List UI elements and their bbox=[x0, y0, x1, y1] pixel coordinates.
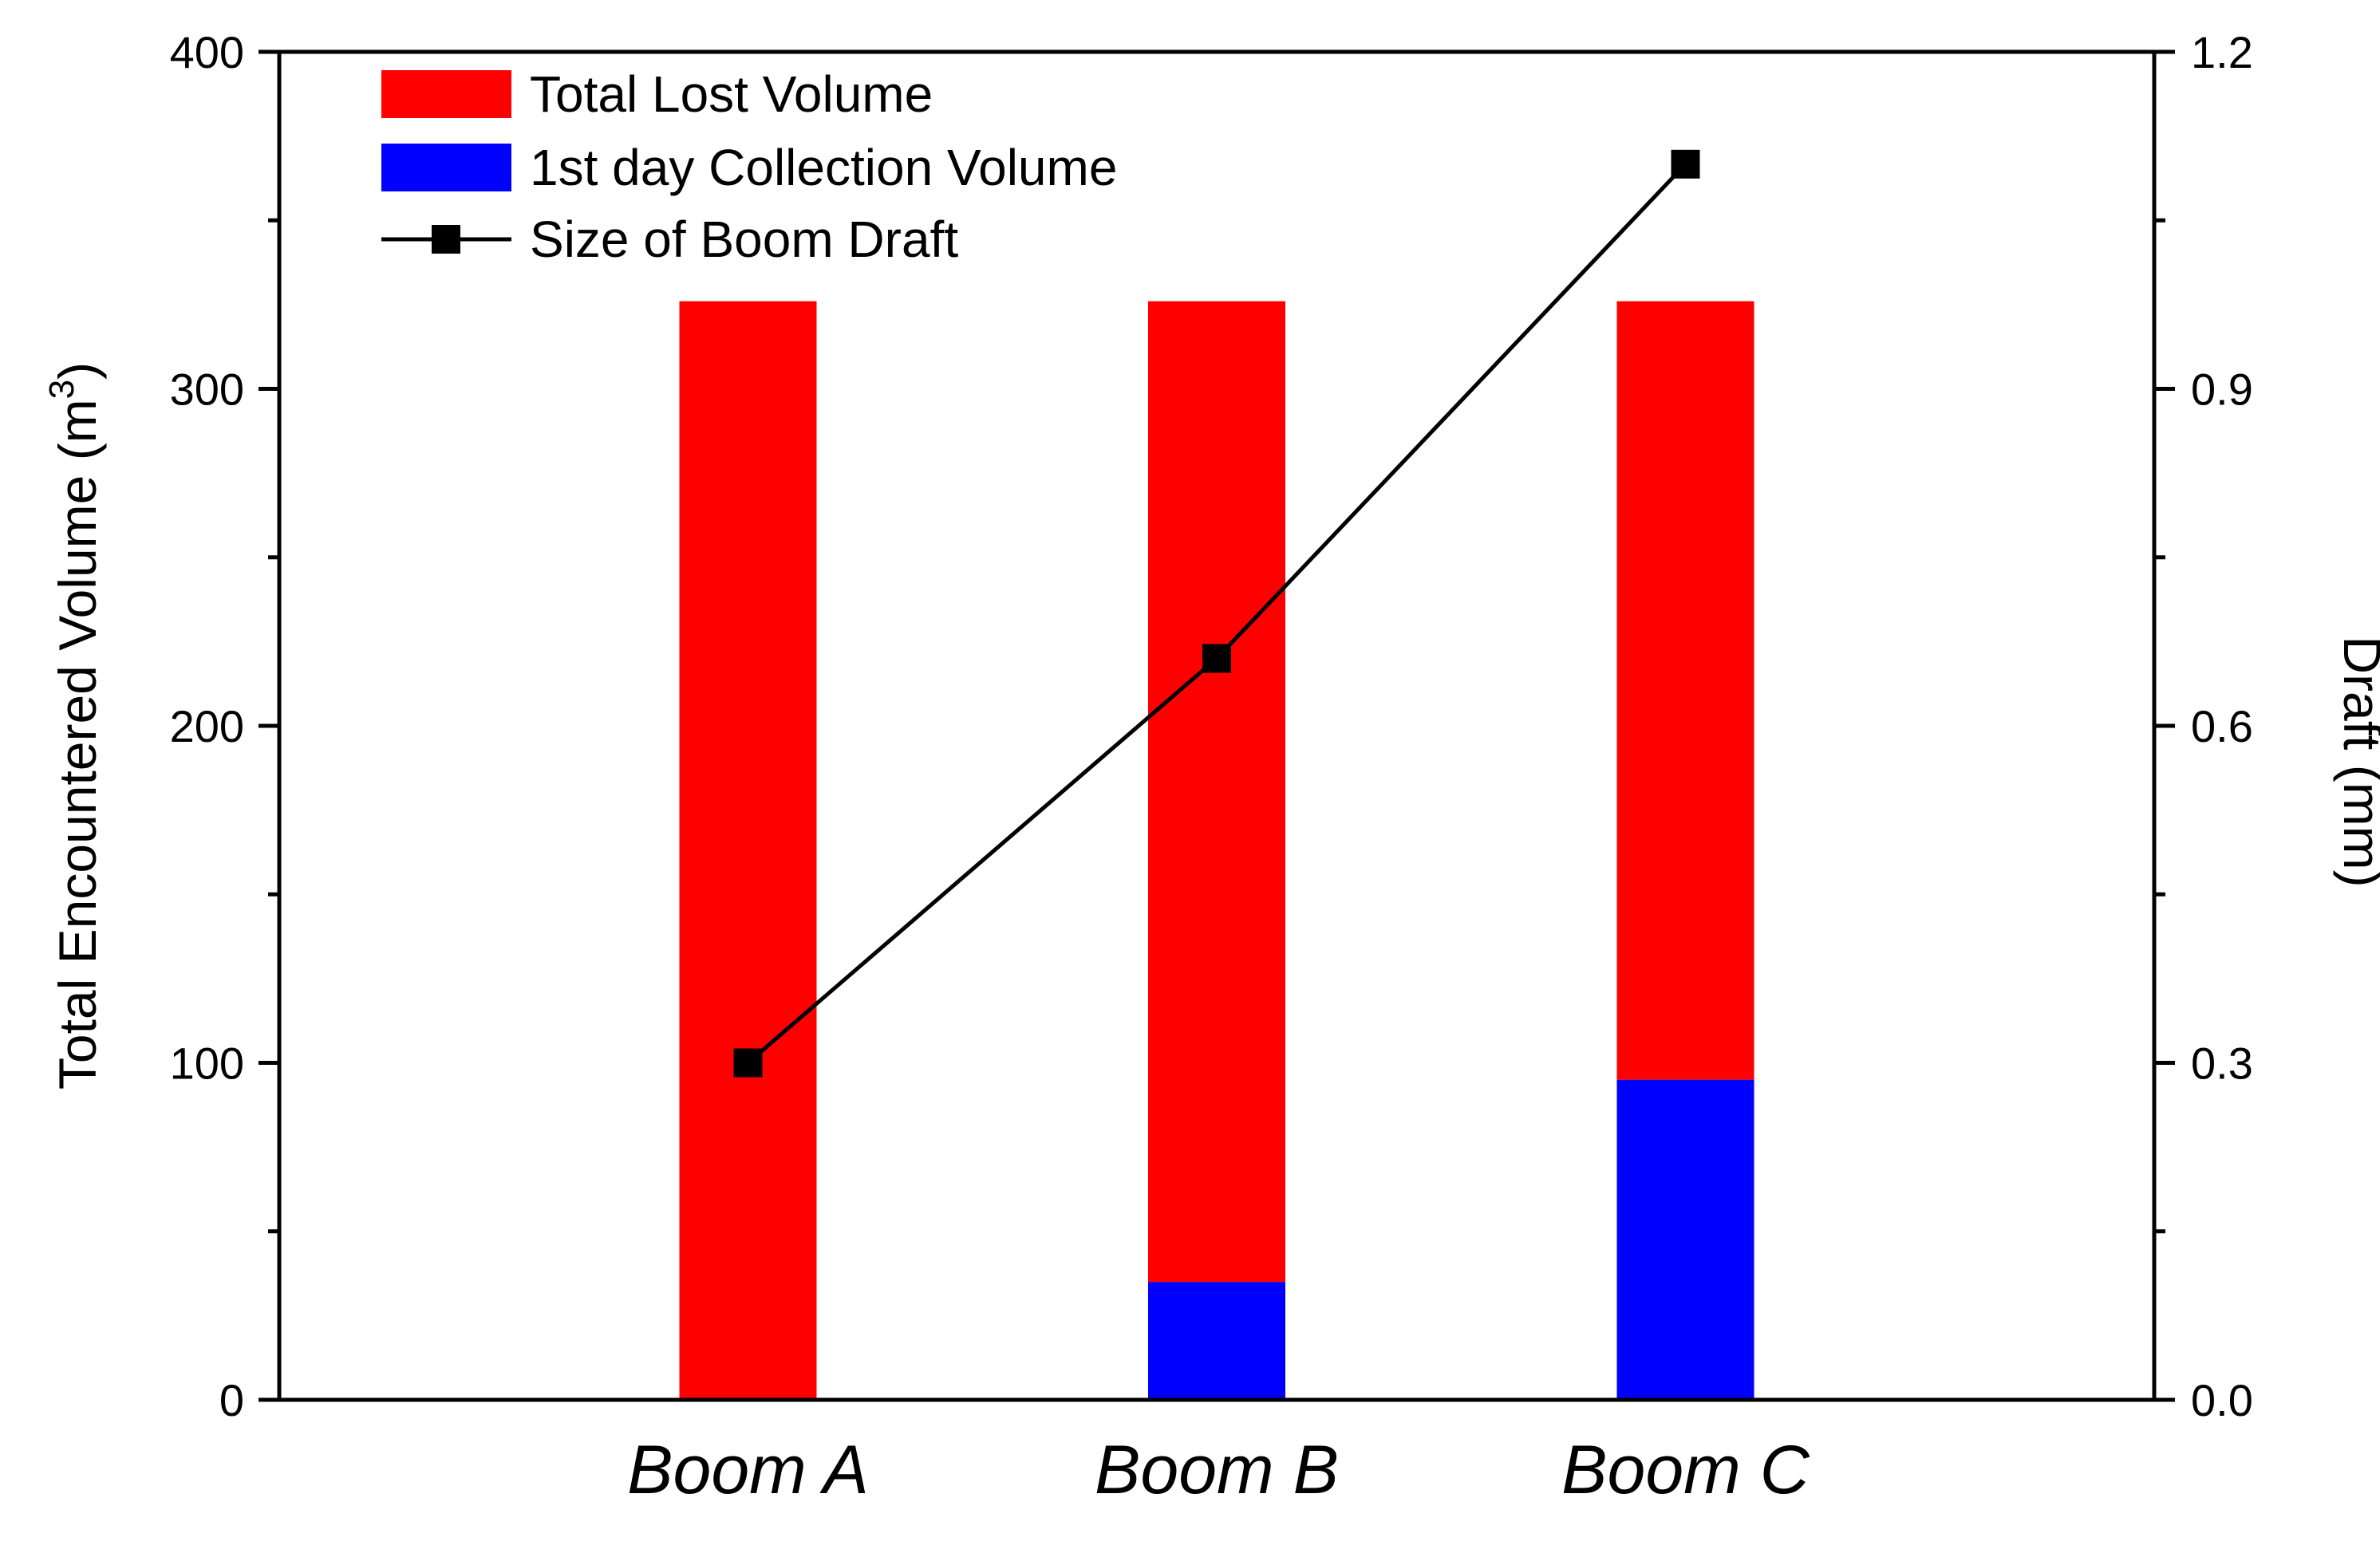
legend-label-first-day: 1st day Collection Volume bbox=[530, 139, 1117, 196]
ticks-layer bbox=[259, 49, 2175, 1402]
marker-size-of-boom-draft-boom-b bbox=[1202, 644, 1231, 673]
legend-swatch-draft-marker bbox=[432, 225, 460, 254]
legend-swatch-first-day bbox=[381, 144, 511, 191]
y-axis-title-superscript: 3 bbox=[42, 380, 81, 399]
bar-total-lost-volume-boom-a bbox=[679, 301, 817, 1400]
y-tick-label-300: 300 bbox=[170, 365, 244, 415]
x-category-label-boom-c: Boom C bbox=[1561, 1432, 1810, 1508]
y2-tick-label-0-3: 0.3 bbox=[2191, 1038, 2253, 1089]
x-category-label-boom-a: Boom A bbox=[627, 1432, 869, 1508]
legend-label-draft: Size of Boom Draft bbox=[530, 211, 958, 268]
y2-tick-label-0-6: 0.6 bbox=[2191, 701, 2253, 751]
legend: Total Lost Volume 1st day Collection Vol… bbox=[381, 65, 1117, 268]
y-tick-label-200: 200 bbox=[170, 701, 244, 751]
marker-size-of-boom-draft-boom-a bbox=[733, 1048, 763, 1078]
bar-1st-day-collection-volume-boom-b bbox=[1148, 1282, 1285, 1400]
y2-tick-label-1-2: 1.2 bbox=[2191, 27, 2253, 77]
legend-swatch-total-lost bbox=[381, 70, 511, 118]
bar-total-lost-volume-boom-b bbox=[1148, 301, 1285, 1283]
y-axis-title-text: Total Encountered Volume (m bbox=[48, 399, 107, 1090]
bars-layer bbox=[679, 301, 1754, 1400]
marker-size-of-boom-draft-boom-c bbox=[1671, 149, 1700, 179]
bar-1st-day-collection-volume-boom-c bbox=[1616, 1079, 1754, 1400]
bar-total-lost-volume-boom-c bbox=[1616, 301, 1754, 1080]
y-tick-label-400: 400 bbox=[170, 27, 244, 77]
y-axis-title-suffix: ) bbox=[48, 362, 107, 380]
draft-line-layer bbox=[733, 149, 1700, 1078]
legend-label-total-lost: Total Lost Volume bbox=[530, 65, 933, 123]
y2-axis-title: Draft (mm) bbox=[2333, 636, 2380, 887]
y-axis-title: Total Encountered Volume (m3) bbox=[42, 362, 107, 1090]
y-tick-label-0: 0 bbox=[219, 1375, 244, 1425]
x-category-label-boom-b: Boom B bbox=[1095, 1432, 1339, 1508]
y2-tick-label-0-9: 0.9 bbox=[2191, 365, 2253, 415]
y-tick-label-100: 100 bbox=[170, 1038, 244, 1089]
y2-tick-label-0-0: 0.0 bbox=[2191, 1375, 2253, 1425]
tick-labels-layer: 0 100 200 300 400 0.0 0.3 0.6 0.9 1.2 Boom A Boom B… bbox=[170, 27, 2253, 1508]
